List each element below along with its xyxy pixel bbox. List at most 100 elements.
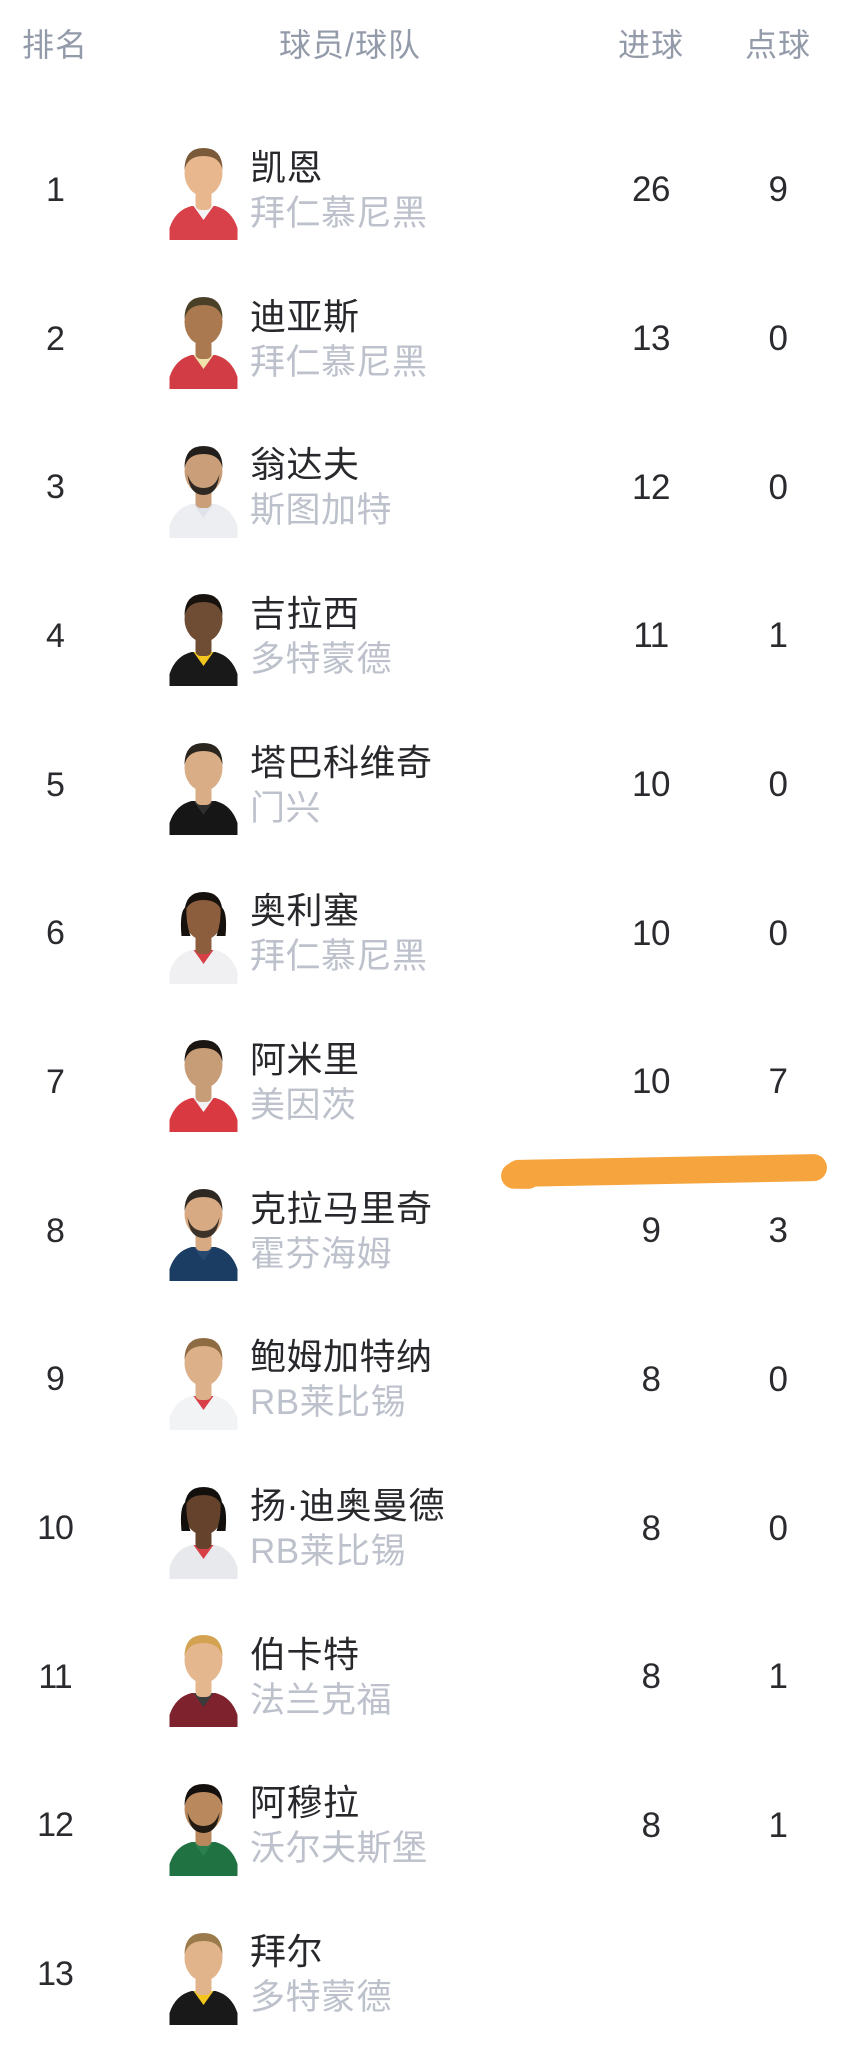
player-text: 阿米里 美因茨 <box>245 1038 360 1127</box>
team-name: 门兴 <box>250 788 322 828</box>
goals-cell: 10 <box>632 1062 670 1102</box>
goals-cell: 8 <box>641 1359 661 1399</box>
player-cell: 伯卡特 法兰克福 <box>110 1627 590 1728</box>
player-text: 塔巴科维奇 门兴 <box>245 741 433 830</box>
team-name: 法兰克福 <box>250 1680 393 1720</box>
rank-cell: 13 <box>37 1955 74 1994</box>
team-name: 拜仁慕尼黑 <box>250 937 428 977</box>
player-row[interactable]: 1 凯恩 拜仁慕尼黑 26 9 <box>0 116 844 265</box>
goals-cell: 8 <box>641 1657 661 1697</box>
player-row[interactable]: 5 塔巴科维奇 门兴 10 0 <box>0 711 844 860</box>
goals-cell: 12 <box>632 467 670 507</box>
player-row[interactable]: 7 阿米里 美因茨 10 7 <box>0 1008 844 1157</box>
team-name: 拜仁慕尼黑 <box>250 342 428 382</box>
penalties-cell: 0 <box>768 467 788 507</box>
player-row[interactable]: 10 扬·迪奥曼德 RB莱比锡 8 0 <box>0 1454 844 1603</box>
penalties-cell: 1 <box>768 616 788 656</box>
goals-cell: 8 <box>641 1805 661 1845</box>
table-body: 1 凯恩 拜仁慕尼黑 26 9 2 迪亚斯 拜仁慕尼黑 13 0 3 翁达夫 <box>0 116 844 2049</box>
player-cell: 扬·迪奥曼德 RB莱比锡 <box>110 1479 590 1579</box>
rank-cell: 1 <box>46 170 65 209</box>
player-avatar <box>162 1479 245 1579</box>
team-name: 沃尔夫斯堡 <box>250 1829 428 1869</box>
player-row[interactable]: 3 翁达夫 斯图加特 12 0 <box>0 413 844 562</box>
rank-cell: 11 <box>38 1657 72 1696</box>
player-row[interactable]: 11 伯卡特 法兰克福 8 1 <box>0 1603 844 1752</box>
player-cell: 阿穆拉 沃尔夫斯堡 <box>110 1776 590 1876</box>
team-name: 霍芬海姆 <box>250 1234 393 1274</box>
player-text: 克拉马里奇 霍芬海姆 <box>245 1187 433 1276</box>
goals-cell: 8 <box>641 1508 661 1548</box>
rank-cell: 3 <box>46 468 65 507</box>
rank-cell: 2 <box>46 319 65 358</box>
player-cell: 塔巴科维奇 门兴 <box>110 735 590 836</box>
team-name: 斯图加特 <box>250 491 393 531</box>
player-avatar <box>162 884 245 984</box>
player-name: 阿穆拉 <box>250 1782 360 1824</box>
rank-cell: 5 <box>46 765 65 804</box>
player-cell: 克拉马里奇 霍芬海姆 <box>110 1181 590 1282</box>
goals-cell: 9 <box>641 1211 661 1251</box>
table-header: 排名 球员/球队 进球 点球 <box>0 0 844 116</box>
penalties-cell: 7 <box>768 1062 788 1102</box>
player-row[interactable]: 12 阿穆拉 沃尔夫斯堡 8 1 <box>0 1752 844 1901</box>
player-avatar <box>162 1032 245 1133</box>
player-avatar <box>162 438 245 538</box>
player-cell: 翁达夫 斯图加特 <box>110 438 590 538</box>
team-name: 多特蒙德 <box>250 639 393 679</box>
player-text: 奥利塞 拜仁慕尼黑 <box>245 889 428 978</box>
player-name: 伯卡特 <box>250 1633 360 1675</box>
goals-cell: 11 <box>633 616 669 656</box>
rank-cell: 12 <box>37 1806 74 1845</box>
player-name: 塔巴科维奇 <box>250 741 433 783</box>
player-row[interactable]: 13 拜尔 多特蒙德 <box>0 1900 844 2049</box>
player-cell: 奥利塞 拜仁慕尼黑 <box>110 884 590 984</box>
penalties-cell: 0 <box>768 319 788 359</box>
player-text: 凯恩 拜仁慕尼黑 <box>245 146 428 235</box>
team-name: 拜仁慕尼黑 <box>250 193 428 233</box>
player-cell: 阿米里 美因茨 <box>110 1032 590 1133</box>
penalties-cell: 3 <box>768 1211 788 1251</box>
player-avatar <box>162 289 245 390</box>
rank-cell: 4 <box>46 616 65 655</box>
player-row[interactable]: 6 奥利塞 拜仁慕尼黑 10 0 <box>0 859 844 1008</box>
header-penalties: 点球 <box>744 27 811 63</box>
player-avatar <box>162 1776 245 1876</box>
penalties-cell: 0 <box>768 913 788 953</box>
rank-cell: 8 <box>46 1211 65 1250</box>
player-name: 迪亚斯 <box>250 295 360 337</box>
player-row[interactable]: 2 迪亚斯 拜仁慕尼黑 13 0 <box>0 265 844 414</box>
header-player-team: 球员/球队 <box>279 27 421 63</box>
player-name: 鲍姆加特纳 <box>250 1336 433 1378</box>
team-name: RB莱比锡 <box>250 1383 407 1423</box>
player-name: 凯恩 <box>250 146 324 188</box>
player-avatar <box>162 1925 245 2025</box>
player-cell: 拜尔 多特蒙德 <box>110 1925 590 2025</box>
player-cell: 鲍姆加特纳 RB莱比锡 <box>110 1330 590 1430</box>
player-avatar <box>162 1627 245 1728</box>
player-name: 翁达夫 <box>250 444 360 486</box>
player-name: 阿米里 <box>250 1038 360 1080</box>
player-text: 拜尔 多特蒙德 <box>245 1930 392 2019</box>
player-text: 阿穆拉 沃尔夫斯堡 <box>245 1781 428 1870</box>
player-cell: 凯恩 拜仁慕尼黑 <box>110 140 590 241</box>
player-name: 拜尔 <box>250 1931 324 1973</box>
player-avatar <box>162 586 245 687</box>
player-row[interactable]: 9 鲍姆加特纳 RB莱比锡 8 0 <box>0 1306 844 1455</box>
player-text: 吉拉西 多特蒙德 <box>245 592 392 681</box>
player-name: 扬·迪奥曼德 <box>250 1485 445 1527</box>
goals-cell: 26 <box>632 170 670 210</box>
header-goals: 进球 <box>617 27 684 63</box>
goals-cell: 13 <box>632 319 670 359</box>
player-row[interactable]: 8 克拉马里奇 霍芬海姆 9 3 <box>0 1157 844 1306</box>
player-row[interactable]: 4 吉拉西 多特蒙德 11 1 <box>0 562 844 711</box>
player-text: 伯卡特 法兰克福 <box>245 1633 392 1722</box>
goals-cell: 10 <box>632 765 670 805</box>
player-name: 吉拉西 <box>250 592 360 634</box>
penalties-cell: 9 <box>768 170 788 210</box>
rank-cell: 7 <box>46 1062 65 1101</box>
player-text: 鲍姆加特纳 RB莱比锡 <box>245 1335 433 1424</box>
rank-cell: 9 <box>46 1360 65 1399</box>
rank-cell: 10 <box>37 1509 74 1548</box>
player-cell: 迪亚斯 拜仁慕尼黑 <box>110 289 590 390</box>
